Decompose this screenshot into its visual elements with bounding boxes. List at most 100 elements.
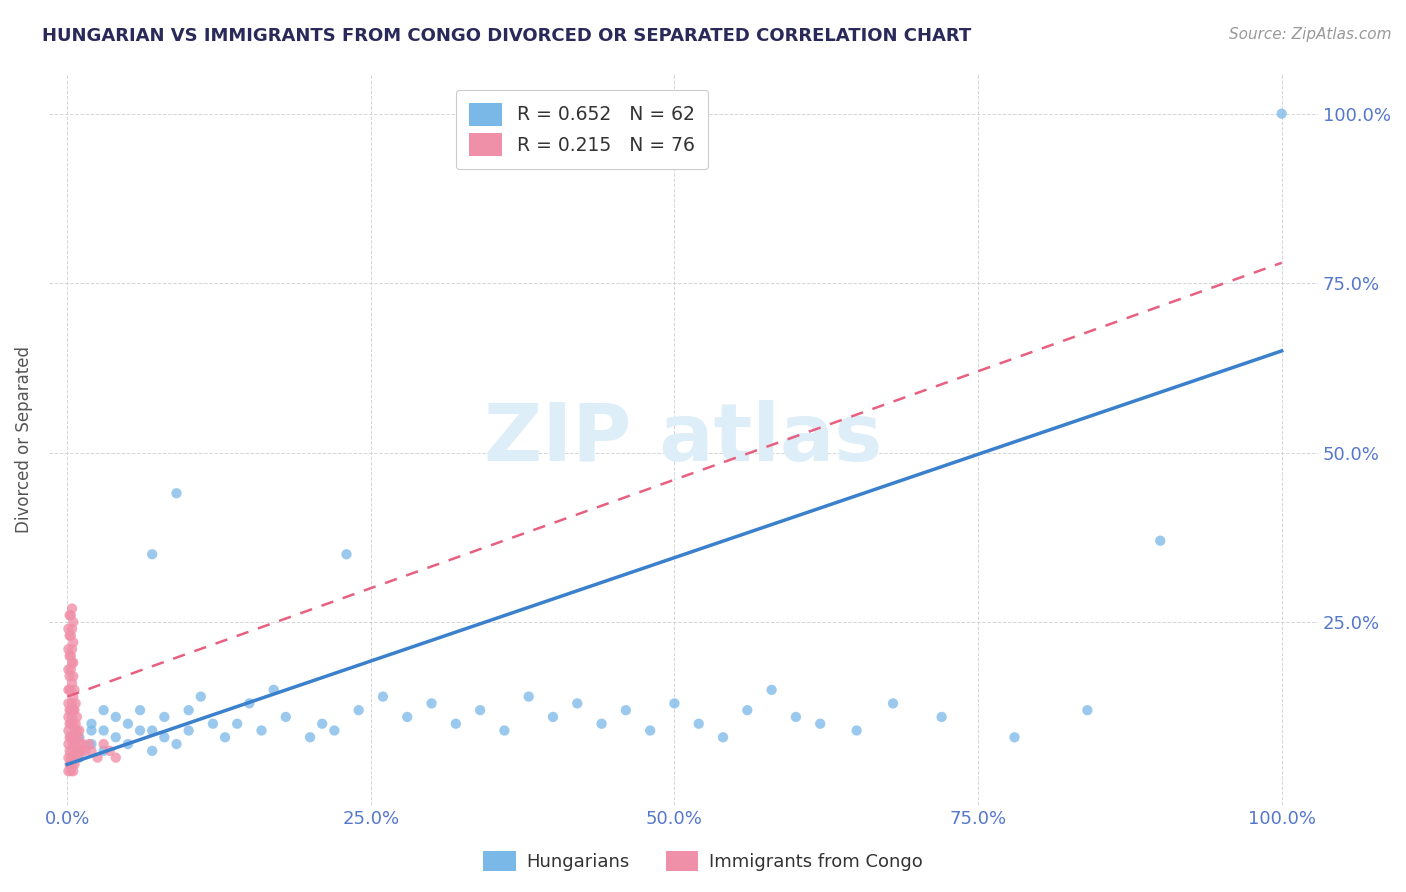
Point [60,744,83,758]
Point [60,622,83,636]
Point [93,703,115,717]
Point [93,723,115,738]
Point [104,731,127,745]
Point [77,737,100,751]
Point [104,710,127,724]
Point [58,710,80,724]
Point [80,744,103,758]
Point [58,663,80,677]
Point [98,744,121,758]
Point [444,716,467,731]
Point [62,750,84,764]
Point [882,697,904,711]
Point [63,682,86,697]
Point [153,731,176,745]
Point [80,716,103,731]
Point [190,690,212,704]
Point [70,744,93,758]
Point [1271,106,1294,120]
Point [59,682,82,697]
Point [371,690,394,704]
Point [62,716,84,731]
Point [60,731,83,745]
Text: ZIP atlas: ZIP atlas [485,400,883,478]
Point [59,669,82,683]
Point [60,757,83,772]
Point [614,703,637,717]
Point [347,703,370,717]
Point [60,697,83,711]
Point [66,723,89,738]
Point [63,723,86,738]
Point [59,629,82,643]
Point [59,648,82,663]
Point [62,703,84,717]
Point [59,716,82,731]
Point [129,703,152,717]
Point [62,669,84,683]
Point [468,703,491,717]
Point [688,716,710,731]
Point [62,690,84,704]
Point [59,608,82,623]
Point [93,744,115,758]
Point [59,764,82,779]
Point [62,764,84,779]
Point [69,737,91,751]
Point [177,703,200,717]
Point [238,697,260,711]
Point [58,764,80,779]
Point [335,547,357,561]
Point [117,737,139,751]
Point [80,737,103,751]
Point [59,731,82,745]
Point [60,601,83,615]
Point [58,723,80,738]
Point [141,547,163,561]
Point [58,737,80,751]
Point [785,710,807,724]
Point [66,744,89,758]
Point [166,737,188,751]
Text: HUNGARIAN VS IMMIGRANTS FROM CONGO DIVORCED OR SEPARATED CORRELATION CHART: HUNGARIAN VS IMMIGRANTS FROM CONGO DIVOR… [42,27,972,45]
Point [66,710,89,724]
Legend: R = 0.652   N = 62, R = 0.215   N = 76: R = 0.652 N = 62, R = 0.215 N = 76 [456,90,709,169]
Point [664,697,686,711]
Point [58,622,80,636]
Point [420,697,443,711]
Point [104,750,127,764]
Point [153,710,176,724]
Point [117,716,139,731]
Point [274,710,297,724]
Point [67,731,90,745]
Point [214,731,236,745]
Point [638,723,661,738]
Point [166,486,188,500]
Point [494,723,516,738]
Point [311,716,333,731]
Point [129,723,152,738]
Point [1076,703,1098,717]
Point [250,723,273,738]
Point [86,750,108,764]
Point [67,750,90,764]
Point [59,757,82,772]
Point [62,615,84,629]
Point [1149,533,1171,548]
Point [59,663,82,677]
Point [75,744,97,758]
Point [58,750,80,764]
Point [93,737,115,751]
Point [65,697,87,711]
Point [567,697,589,711]
Point [141,744,163,758]
Point [59,682,82,697]
Point [62,737,84,751]
Point [59,608,82,623]
Point [63,757,86,772]
Point [711,731,734,745]
Point [141,723,163,738]
Point [65,716,87,731]
Point [591,716,613,731]
Point [67,731,90,745]
